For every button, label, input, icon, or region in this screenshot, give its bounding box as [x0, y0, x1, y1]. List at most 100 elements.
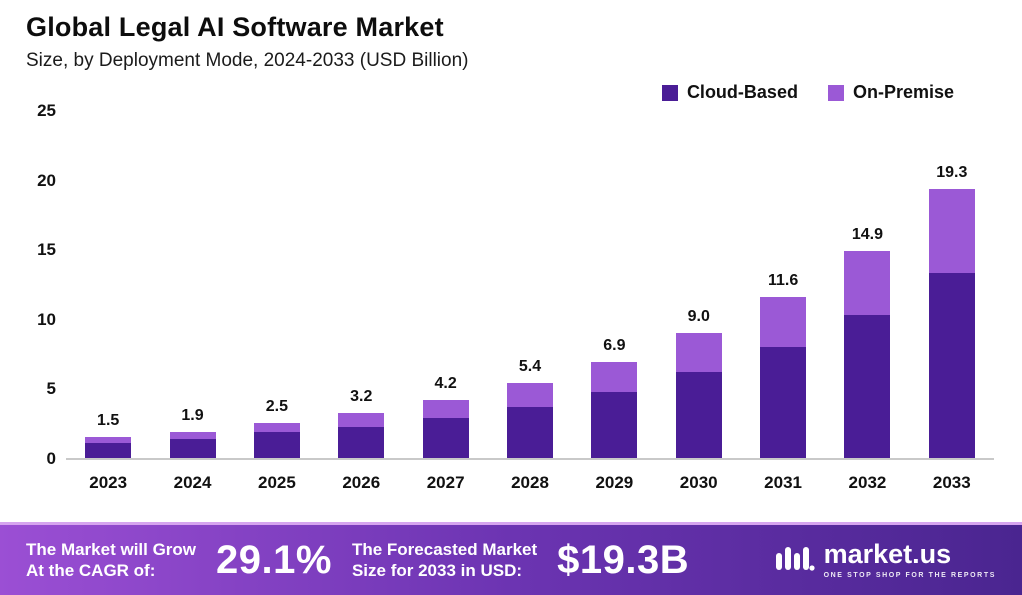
bar-total-label: 9.0	[687, 307, 710, 325]
bar-segment-cloud-based	[928, 272, 975, 458]
bar-segment-on-premise	[675, 332, 722, 372]
cagr-value: 29.1%	[216, 537, 332, 582]
y-axis-tick: 15	[37, 240, 56, 260]
y-axis-tick: 5	[46, 379, 56, 399]
bar-segment-cloud-based	[844, 314, 891, 458]
bar-segment-cloud-based	[422, 417, 469, 458]
forecast-value: $19.3B	[557, 537, 690, 582]
stacked-bar	[422, 399, 469, 458]
bar-total-label: 1.5	[97, 412, 120, 430]
x-axis-label: 2028	[511, 473, 549, 492]
bar-column: 14.9	[825, 226, 909, 458]
bar-total-label: 2.5	[265, 398, 289, 416]
chart-legend: Cloud-Based On-Premise	[661, 82, 954, 103]
bar-total-label: 6.9	[603, 336, 626, 354]
bar-segment-on-premise	[928, 189, 975, 273]
y-axis-tick: 25	[37, 101, 56, 120]
legend-label-cloud-based: Cloud-Based	[686, 82, 798, 102]
bar-column: 11.6	[741, 272, 825, 458]
stacked-bar	[85, 437, 132, 458]
legend-swatch-cloud-based-icon	[661, 84, 678, 101]
bar-total-label: 1.9	[181, 406, 204, 424]
bar-column: 5.4	[488, 358, 572, 458]
brand-text: market.us ONE STOP SHOP FOR THE REPORTS	[823, 539, 996, 580]
bar-segment-on-premise	[253, 423, 300, 433]
cagr-label-line1: The Market will Grow	[26, 539, 197, 559]
bar-segment-on-premise	[422, 399, 469, 418]
stacked-bar	[675, 332, 722, 458]
x-axis-label: 2023	[89, 473, 128, 492]
x-axis-labels: 2023 2024 2025 2026 2027 2028 2029 2030 2031 2032…	[66, 473, 994, 493]
bar-column: 2.5	[235, 398, 319, 458]
brand-tagline: ONE STOP SHOP FOR THE REPORTS	[823, 572, 996, 579]
x-axis-label: 2033	[932, 473, 971, 492]
bar-column: 19.3	[910, 164, 994, 458]
chart-row: 0 5 10 15 20 25 1.5 1.9 2.5 3.2 4.2 5.4 6.9 9.0 11.6 1…	[28, 101, 994, 468]
bar-total-label: 14.9	[851, 225, 884, 243]
chart-subtitle: Size, by Deployment Mode, 2024-2033 (USD…	[26, 50, 469, 71]
bar-segment-on-premise	[85, 437, 132, 443]
x-axis-label: 2026	[342, 473, 381, 492]
legend-item-on-premise: On-Premise	[827, 82, 954, 103]
bar-column: 6.9	[572, 337, 656, 458]
stacked-bar	[169, 431, 216, 458]
y-axis-tick: 10	[37, 309, 56, 329]
x-axis-label: 2025	[257, 473, 296, 492]
bar-total-label: 4.2	[434, 374, 457, 392]
market-us-logo-icon	[775, 547, 815, 571]
chart-title: Global Legal AI Software Market	[26, 12, 444, 42]
forecast-label: The Forecasted Market Size for 2033 in U…	[352, 539, 537, 582]
bar-segment-on-premise	[844, 250, 891, 315]
bar-column: 1.9	[150, 407, 234, 458]
forecast-label-line2: Size for 2033 in USD:	[351, 561, 523, 580]
bar-segment-cloud-based	[591, 391, 638, 458]
x-axis-label: 2032	[848, 473, 887, 492]
x-axis-label: 2029	[595, 473, 634, 492]
stacked-bar	[591, 361, 638, 458]
stacked-bar	[506, 382, 553, 458]
bar-segment-on-premise	[760, 296, 807, 347]
bar-column: 3.2	[319, 388, 403, 458]
y-axis-tick: 0	[46, 449, 56, 468]
bar-segment-on-premise	[169, 431, 216, 439]
bar-segment-cloud-based	[253, 432, 300, 458]
bar-segment-cloud-based	[760, 346, 807, 458]
bar-segment-on-premise	[591, 361, 638, 392]
x-axis-label: 2027	[426, 473, 465, 492]
legend-item-cloud-based: Cloud-Based	[661, 82, 798, 103]
cagr-label-line2: At the CAGR of:	[26, 561, 156, 580]
y-axis: 0 5 10 15 20 25	[28, 101, 66, 468]
y-axis-tick: 20	[37, 170, 56, 190]
x-axis-label: 2030	[679, 473, 718, 492]
bar-segment-on-premise	[506, 382, 553, 407]
market-us-logo: market.us ONE STOP SHOP FOR THE REPORTS	[773, 539, 996, 581]
stacked-bar	[760, 296, 807, 458]
bar-column: 1.5	[66, 412, 150, 458]
cagr-label: The Market will Grow At the CAGR of:	[26, 539, 196, 582]
bar-column: 4.2	[403, 375, 487, 458]
legend-swatch-on-premise-icon	[827, 84, 844, 101]
legend-label-on-premise: On-Premise	[852, 82, 954, 102]
bar-segment-cloud-based	[85, 442, 132, 458]
stacked-bar	[844, 250, 891, 458]
chart-header: Global Legal AI Software Market Size, by…	[26, 12, 469, 72]
bar-segment-cloud-based	[169, 438, 216, 458]
bar-segment-on-premise	[338, 413, 385, 427]
stacked-bar-chart: 0 5 10 15 20 25 1.5 1.9 2.5 3.2 4.2 5.4 6.9 9.0 11.6 1…	[28, 101, 994, 493]
bar-column: 9.0	[657, 308, 741, 458]
bar-segment-cloud-based	[338, 426, 385, 458]
bar-total-label: 11.6	[767, 271, 799, 289]
forecast-label-line1: The Forecasted Market	[351, 539, 538, 559]
stacked-bar	[338, 413, 385, 458]
stacked-bar	[253, 423, 300, 458]
bar-segment-cloud-based	[506, 406, 553, 458]
plot-area: 1.5 1.9 2.5 3.2 4.2 5.4 6.9 9.0 11.6 14.9 19.3	[66, 112, 994, 460]
brand-name: market.us	[823, 539, 952, 569]
bar-total-label: 19.3	[936, 164, 968, 182]
stacked-bar	[928, 189, 975, 458]
x-axis-label: 2031	[764, 473, 802, 492]
footer-banner: The Market will Grow At the CAGR of: 29.…	[0, 522, 1022, 595]
bar-total-label: 3.2	[350, 388, 373, 406]
bar-segment-cloud-based	[675, 371, 722, 458]
